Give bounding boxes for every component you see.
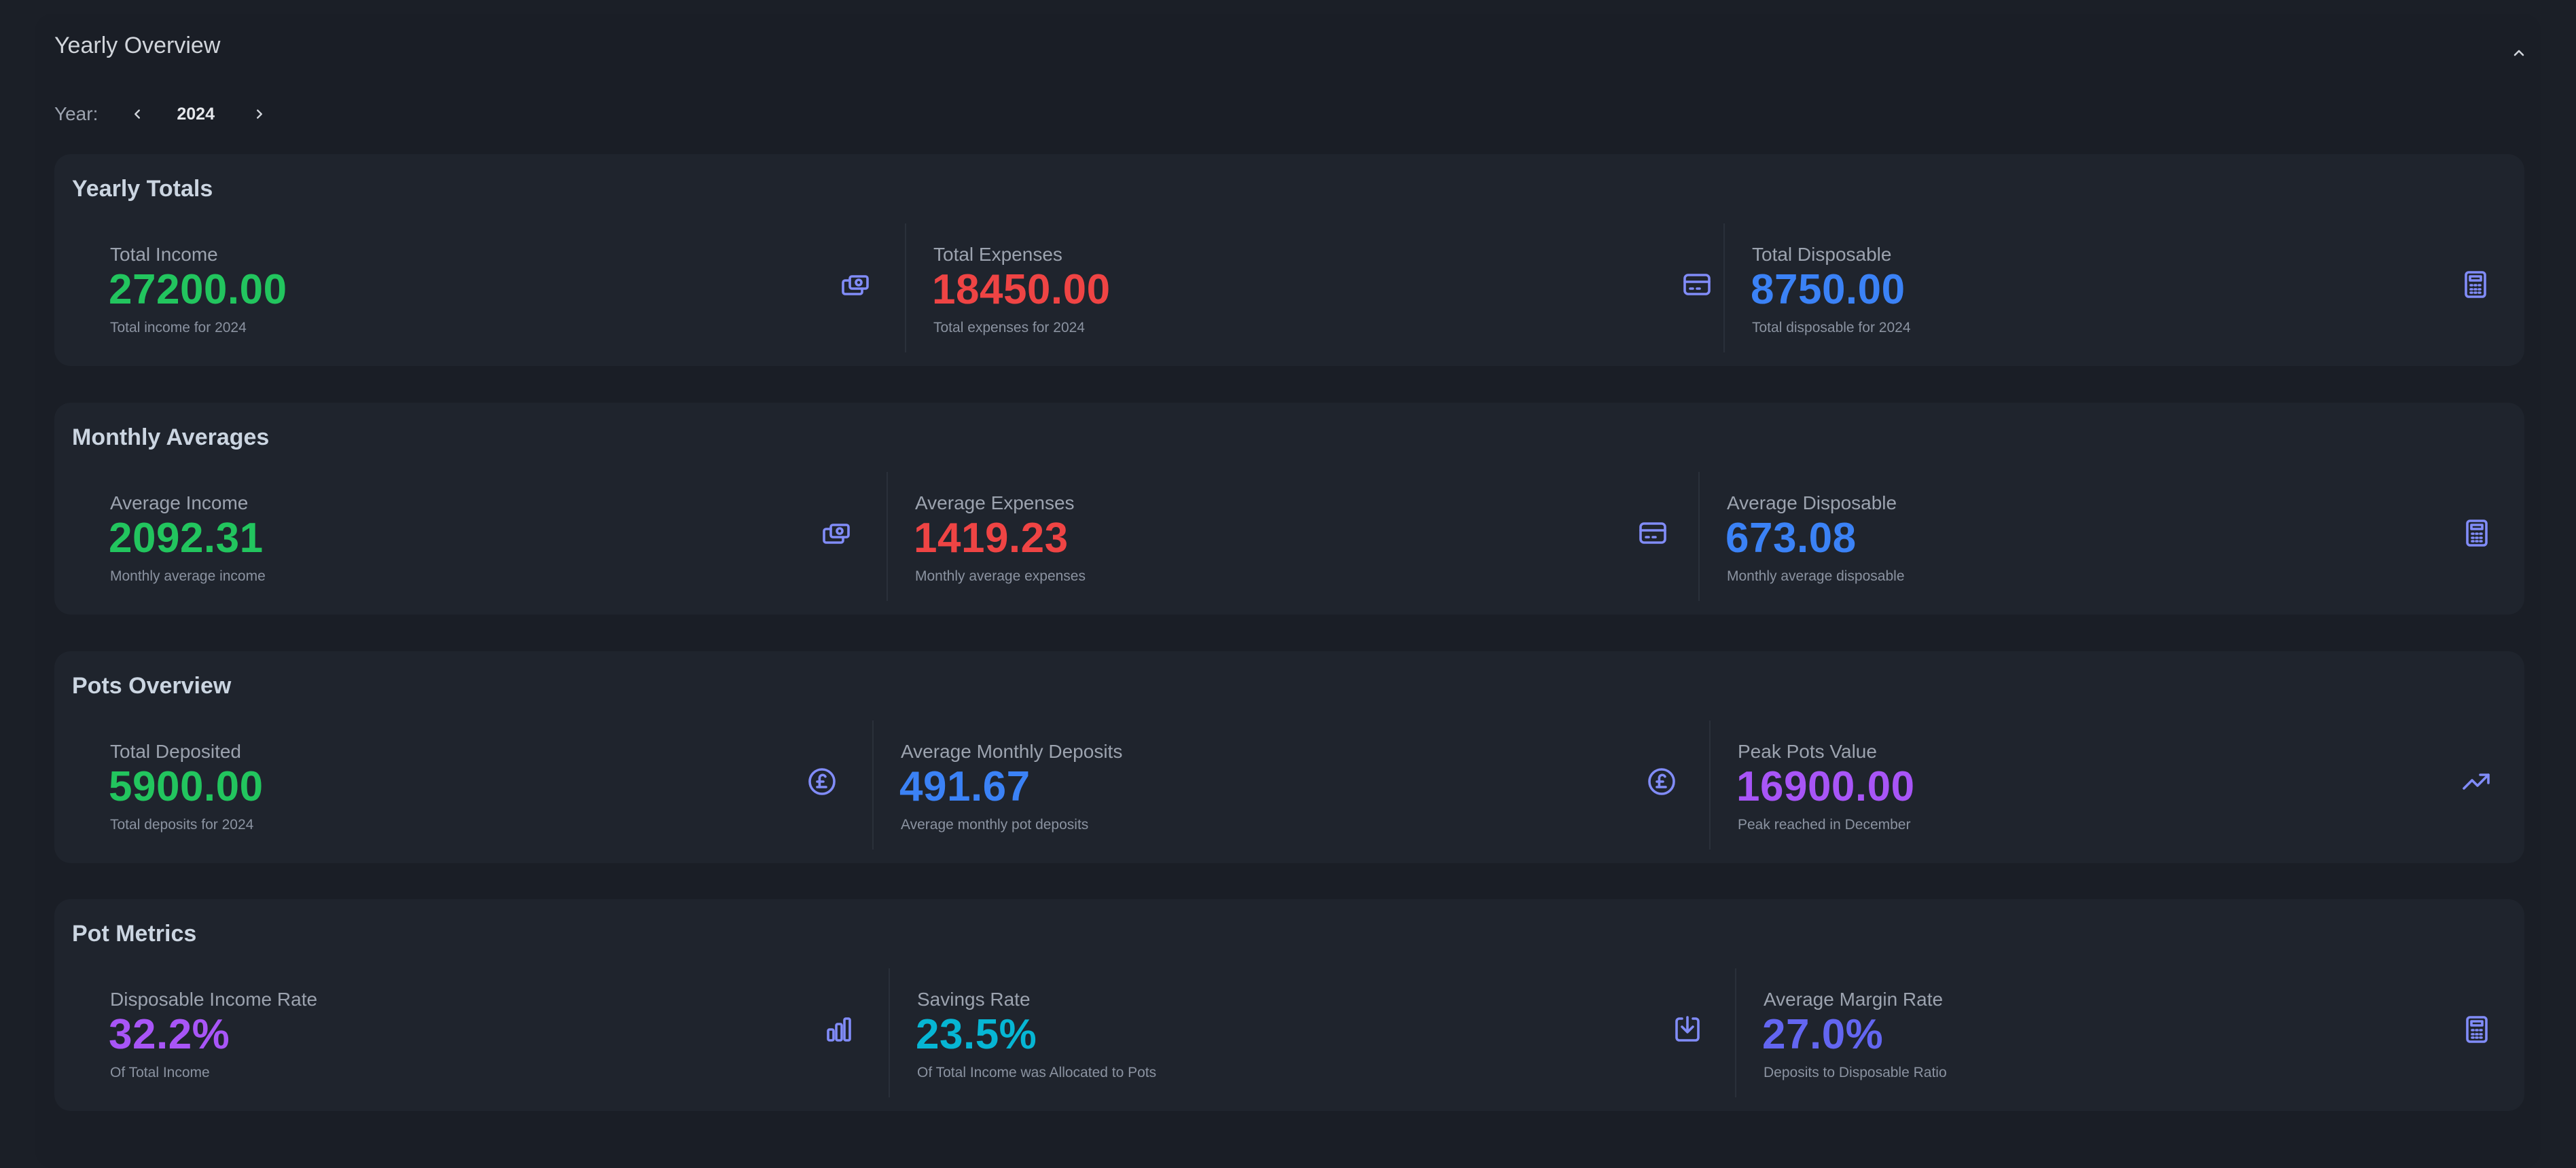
stat-label: Savings Rate: [917, 989, 1031, 1010]
section-pot-metrics: Pot Metrics Disposable Income Rate 32.2% Of…: [54, 899, 2524, 1111]
chevron-right-icon: [257, 109, 262, 119]
stat-card-total-disposable: Total Disposable 8750.00 Total disposable …: [1723, 223, 2526, 352]
stat-card-average-income: Average Income 2092.31 Monthly average inc…: [82, 472, 887, 601]
stat-description: Deposits to Disposable Ratio: [1764, 1065, 1947, 1080]
stat-card-average-monthly-deposits: Average Monthly Deposits 491.67 Average mo…: [872, 720, 1711, 850]
stat-value: 5900.00: [109, 763, 264, 810]
stat-value: 8750.00: [1751, 266, 1906, 313]
year-selector: Year: 2024: [54, 101, 273, 128]
chevron-left-icon: [135, 109, 141, 119]
stat-label: Total Deposited: [110, 741, 242, 762]
section-title: Pot Metrics: [72, 921, 197, 947]
section-yearly-totals: Yearly Totals Total Income 27200.00 Total i…: [54, 154, 2524, 366]
next-year-button[interactable]: [246, 101, 273, 128]
stat-value: 673.08: [1725, 515, 1857, 562]
calculator-icon: [2458, 267, 2493, 302]
stat-label: Peak Pots Value: [1738, 741, 1877, 762]
stat-label: Total Income: [110, 244, 218, 265]
stat-description: Monthly average disposable: [1727, 568, 1905, 584]
stat-card-savings-rate: Savings Rate 23.5% Of Total Income was All…: [889, 968, 1736, 1097]
calculator-icon: [2459, 1012, 2494, 1047]
stat-label: Average Income: [110, 492, 249, 513]
stat-description: Peak reached in December: [1738, 817, 1911, 833]
previous-year-button[interactable]: [124, 101, 151, 128]
stat-value: 2092.31: [109, 515, 264, 562]
stat-value: 1419.23: [914, 515, 1069, 562]
stat-description: Average monthly pot deposits: [901, 817, 1089, 833]
bar-chart-icon: [821, 1012, 857, 1047]
stat-card-total-deposited: Total Deposited 5900.00 Total deposits for…: [82, 720, 872, 850]
stat-description: Of Total Income: [110, 1065, 210, 1080]
stat-description: Total income for 2024: [110, 320, 247, 335]
money-icon: [838, 267, 873, 302]
stat-label: Average Monthly Deposits: [901, 741, 1123, 762]
year-label: Year:: [54, 103, 99, 124]
stat-label: Average Margin Rate: [1764, 989, 1944, 1010]
chevron-up-icon: [2514, 50, 2524, 56]
section-monthly-averages: Monthly Averages Average Income 2092.31 Mon…: [54, 403, 2524, 615]
section-title: Yearly Totals: [72, 176, 213, 202]
stat-label: Average Expenses: [915, 492, 1075, 513]
year-value: 2024: [177, 104, 215, 124]
stat-card-average-disposable: Average Disposable 673.08 Monthly average …: [1698, 472, 2526, 601]
stat-card-peak-pots-value: Peak Pots Value 16900.00 Peak reached in D…: [1709, 720, 2526, 850]
stat-description: Total disposable for 2024: [1752, 320, 1911, 335]
stat-value: 23.5%: [916, 1011, 1037, 1058]
stat-card-average-expenses: Average Expenses 1419.23 Monthly average e…: [887, 472, 1700, 601]
stat-value: 18450.00: [932, 266, 1111, 313]
stat-description: Monthly average expenses: [915, 568, 1086, 584]
stat-label: Total Disposable: [1752, 244, 1892, 265]
stat-value: 27200.00: [109, 266, 287, 313]
pound-icon: [1644, 764, 1679, 799]
stat-card-total-income: Total Income 27200.00 Total income for 202…: [82, 223, 905, 352]
stat-description: Monthly average income: [110, 568, 266, 584]
pound-icon: [804, 764, 840, 799]
section-pots-overview: Pots Overview Total Deposited 5900.00 Total…: [54, 651, 2524, 863]
stat-label: Total Expenses: [933, 244, 1062, 265]
calculator-icon: [2459, 515, 2494, 551]
yearly-overview-panel: Yearly Overview Year: 2024 Yearly Totals…: [35, 14, 2541, 1168]
section-title: Monthly Averages: [72, 424, 270, 450]
section-title: Pots Overview: [72, 673, 232, 699]
download-icon: [1670, 1012, 1705, 1047]
stat-label: Average Disposable: [1727, 492, 1897, 513]
stat-value: 491.67: [899, 763, 1031, 810]
stat-value: 27.0%: [1762, 1011, 1884, 1058]
credit-card-icon: [1635, 515, 1670, 551]
panel-title: Yearly Overview: [54, 33, 221, 58]
stat-description: Total expenses for 2024: [933, 320, 1085, 335]
stat-value: 16900.00: [1736, 763, 1915, 810]
stat-card-average-margin-rate: Average Margin Rate 27.0% Deposits to Disp…: [1735, 968, 2526, 1097]
stat-label: Disposable Income Rate: [110, 989, 318, 1010]
stat-description: Total deposits for 2024: [110, 817, 254, 833]
stat-description: Of Total Income was Allocated to Pots: [917, 1065, 1157, 1080]
stat-value: 32.2%: [109, 1011, 230, 1058]
stat-card-total-expenses: Total Expenses 18450.00 Total expenses for…: [905, 223, 1725, 352]
money-icon: [819, 515, 854, 551]
stat-card-disposable-income-rate: Disposable Income Rate 32.2% Of Total Inco…: [82, 968, 889, 1097]
collapse-button[interactable]: [2504, 38, 2534, 68]
credit-card-icon: [1679, 267, 1715, 302]
trending-up-icon: [2458, 764, 2494, 799]
